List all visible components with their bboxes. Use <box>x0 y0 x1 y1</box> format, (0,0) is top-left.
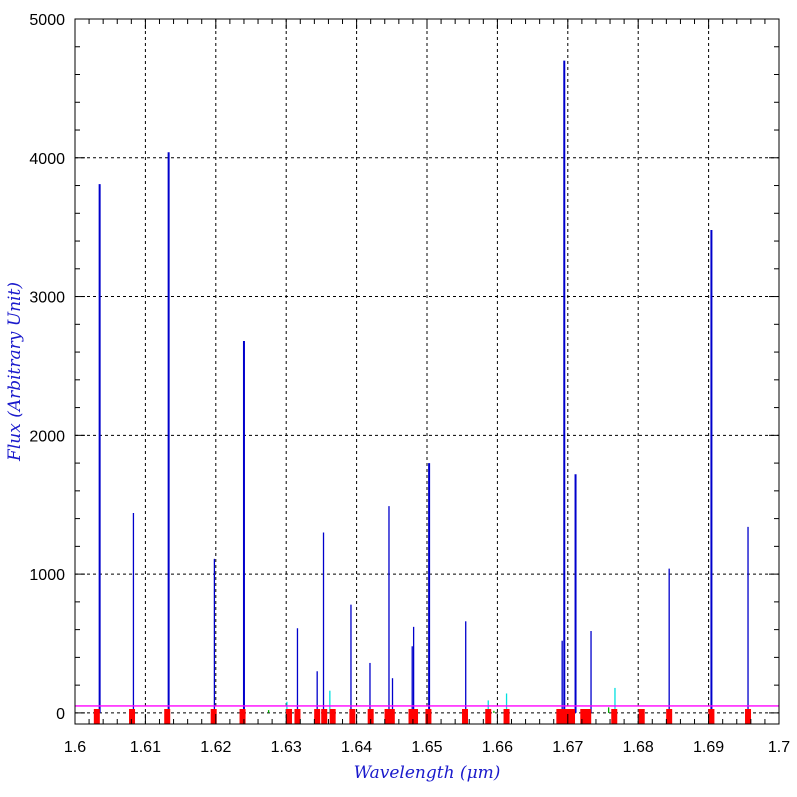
line-marker <box>314 709 321 724</box>
line-marker <box>93 709 100 724</box>
x-tick-label: 1.61 <box>130 739 161 756</box>
y-tick-label: 1000 <box>29 567 65 584</box>
line-marker <box>408 709 415 724</box>
x-tick-label: 1.69 <box>693 739 724 756</box>
x-tick-label: 1.7 <box>768 739 790 756</box>
y-tick-label: 4000 <box>29 151 65 168</box>
line-marker <box>329 709 336 724</box>
x-tick-labels: 1.6 1.61 1.62 1.63 1.64 1.65 1.66 1.67 1.68 1.69 1… <box>64 739 790 756</box>
line-marker <box>286 709 293 724</box>
line-marker <box>412 709 419 724</box>
x-tick-label: 1.65 <box>411 739 442 756</box>
line-marker <box>708 709 715 724</box>
line-marker <box>560 709 567 724</box>
line-marker <box>294 709 301 724</box>
line-marker <box>129 709 136 724</box>
y-axis-title: Flux (Arbitrary Unit) <box>5 282 25 462</box>
line-marker <box>666 709 673 724</box>
line-marker <box>462 709 469 724</box>
line-marker <box>585 709 592 724</box>
spectral-lines <box>98 60 749 713</box>
y-tick-label: 0 <box>56 706 65 723</box>
line-marker <box>611 709 618 724</box>
line-marker <box>367 709 374 724</box>
line-marker <box>388 709 395 724</box>
line-marker <box>425 709 432 724</box>
line-marker <box>349 709 356 724</box>
x-tick-label: 1.64 <box>341 739 372 756</box>
line-marker <box>580 709 587 724</box>
y-tick-label: 3000 <box>29 290 65 307</box>
line-markers <box>93 709 752 724</box>
y-tick-label: 2000 <box>29 428 65 445</box>
x-tick-label: 1.67 <box>552 739 583 756</box>
line-marker <box>556 709 563 724</box>
x-tick-label: 1.68 <box>623 739 654 756</box>
line-marker <box>210 709 217 724</box>
axis-ticks <box>74 18 780 724</box>
line-marker <box>321 709 328 724</box>
x-tick-label: 1.6 <box>64 739 86 756</box>
line-marker <box>569 709 576 724</box>
line-marker <box>485 709 492 724</box>
line-marker <box>503 709 510 724</box>
x-axis-title: Wavelength (μm) <box>354 763 501 783</box>
x-tick-label: 1.62 <box>200 739 231 756</box>
line-marker <box>239 709 246 724</box>
line-marker <box>745 709 752 724</box>
x-tick-label: 1.66 <box>482 739 513 756</box>
x-tick-label: 1.63 <box>271 739 302 756</box>
grid-lines <box>75 19 779 724</box>
y-tick-labels: 0 1000 2000 3000 4000 5000 <box>29 12 65 723</box>
line-marker <box>384 709 391 724</box>
plot-frame <box>74 18 780 725</box>
line-marker <box>638 709 645 724</box>
line-marker <box>164 709 171 724</box>
y-tick-label: 5000 <box>29 12 65 29</box>
